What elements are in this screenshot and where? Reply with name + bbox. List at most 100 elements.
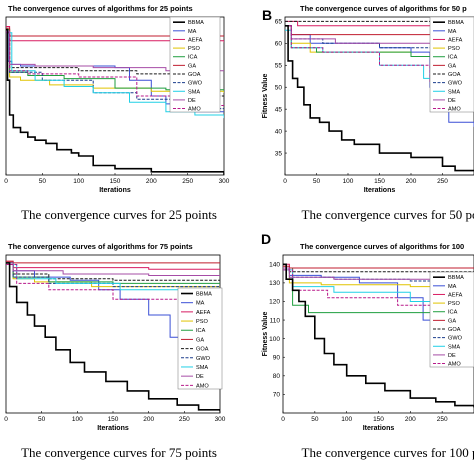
legend-label-pso: PSO (448, 301, 460, 307)
series-line-ga (6, 27, 224, 37)
legend: BBMA MA AEFA PSO ICA GA GOA GWO SMA DE AMO (169, 16, 221, 113)
legend-label-aefa: AEFA (448, 292, 463, 298)
y-tick-label: 65 (275, 19, 283, 26)
series-line-aefa (283, 263, 474, 269)
x-tick-label: 300 (215, 416, 226, 423)
y-tick-label: 120 (269, 299, 280, 306)
legend-label-ga: GA (448, 63, 456, 69)
x-tick-label: 100 (73, 178, 84, 185)
x-tick-label: 200 (143, 416, 154, 423)
legend-label-pso: PSO (448, 46, 460, 52)
legend-label-aefa: AEFA (448, 37, 463, 43)
chart-title: The convergence curves of algorithms for… (300, 4, 467, 13)
legend-label-sma: SMA (188, 89, 200, 95)
legend-label-ica: ICA (188, 55, 198, 61)
y-tick-label: 130 (269, 280, 280, 287)
legend-label-pso: PSO (188, 46, 200, 52)
legend-label-ica: ICA (196, 328, 206, 334)
series-line-goa (6, 262, 220, 281)
series-line-amo (6, 32, 224, 106)
legend-label-sma: SMA (448, 89, 460, 95)
x-tick-label: 250 (182, 178, 193, 185)
legend-label-de: DE (196, 374, 204, 380)
x-axis-label: Iterations (363, 425, 395, 432)
legend: BBMA MA AEFA PSO ICA GA GOA GWO SMA DE AMO (429, 16, 474, 113)
legend-label-ma: MA (188, 29, 197, 35)
chart-panel-1: The convergence curves of algorithms for… (4, 4, 230, 222)
x-tick-label: 250 (179, 416, 190, 423)
y-tick-label: 140 (269, 261, 280, 268)
legend: BBMA MA AEFA PSO ICA GA GOA GWO SMA DE AMO (177, 287, 223, 389)
chart-panel-2: The convergence curves of algorithms for… (262, 4, 474, 222)
x-tick-label: 150 (373, 416, 384, 423)
legend: BBMA MA AEFA PSO ICA GA GOA GWO SMA DE AMO (429, 271, 474, 368)
legend-label-gwo: GWO (448, 81, 463, 87)
y-tick-label: 70 (273, 392, 281, 399)
panel-label: D (261, 231, 271, 247)
legend-label-goa: GOA (448, 327, 461, 333)
legend-label-bbma: BBMA (188, 20, 204, 26)
legend-box (169, 16, 221, 113)
x-tick-label: 100 (72, 416, 83, 423)
chart-title: The convergence curves of algorithms for… (8, 242, 193, 251)
y-tick-label: 45 (275, 106, 283, 113)
y-tick-label: 60 (275, 41, 283, 48)
y-tick-label: 80 (273, 373, 281, 380)
legend-label-aefa: AEFA (196, 310, 211, 316)
x-tick-label: 0 (4, 178, 8, 185)
legend-label-bbma: BBMA (448, 20, 464, 26)
x-tick-label: 250 (437, 416, 448, 423)
legend-label-ma: MA (448, 29, 457, 35)
legend-label-goa: GOA (448, 72, 461, 78)
x-tick-label: 100 (343, 178, 354, 185)
series-line-de (283, 267, 474, 281)
legend-label-ga: GA (448, 318, 456, 324)
series-line-ga (6, 260, 220, 264)
legend-label-gwo: GWO (448, 336, 463, 342)
x-tick-label: 0 (283, 178, 287, 185)
legend-label-bbma: BBMA (196, 292, 212, 298)
legend-label-de: DE (188, 98, 196, 104)
series-line-pso (6, 29, 224, 93)
legend-label-ga: GA (196, 337, 204, 343)
legend-label-de: DE (448, 98, 456, 104)
chart-panel-3: The convergence curves of algorithms for… (4, 242, 226, 460)
figure-caption: The convergence curves for 50 po (302, 207, 474, 222)
legend-label-amo: AMO (448, 107, 461, 113)
y-tick-label: 55 (275, 62, 283, 69)
x-tick-label: 50 (39, 178, 47, 185)
y-axis-label: Fitness Value (262, 74, 269, 119)
y-tick-label: 40 (275, 128, 283, 135)
legend-box (429, 16, 474, 113)
chart-panel-4: The convergence curves of algorithms for… (261, 231, 474, 460)
x-tick-label: 50 (38, 416, 46, 423)
series-line-bbma (285, 25, 474, 172)
legend-label-amo: AMO (196, 383, 209, 389)
legend-label-goa: GOA (188, 72, 201, 78)
x-tick-label: 150 (110, 178, 121, 185)
y-tick-label: 110 (270, 317, 281, 324)
series-line-bbma (6, 28, 224, 175)
legend-label-ga: GA (188, 63, 196, 69)
legend-label-sma: SMA (196, 365, 208, 371)
series-line-bbma (6, 262, 220, 412)
legend-label-sma: SMA (448, 344, 460, 350)
legend-label-ica: ICA (448, 55, 458, 61)
y-axis-label: Fitness Value (262, 312, 269, 357)
legend-label-amo: AMO (448, 362, 461, 368)
legend-label-gwo: GWO (196, 356, 211, 362)
chart-title: The convergence curves of algorithms for… (8, 4, 193, 13)
x-tick-label: 200 (406, 178, 417, 185)
legend-box (429, 271, 474, 368)
x-tick-label: 200 (405, 416, 416, 423)
x-tick-label: 150 (108, 416, 119, 423)
legend-label-ma: MA (196, 301, 205, 307)
x-tick-label: 300 (219, 178, 230, 185)
legend-label-goa: GOA (196, 347, 209, 353)
x-tick-label: 100 (341, 416, 352, 423)
legend-label-aefa: AEFA (188, 37, 203, 43)
y-tick-label: 90 (273, 354, 281, 361)
x-tick-label: 250 (437, 178, 448, 185)
